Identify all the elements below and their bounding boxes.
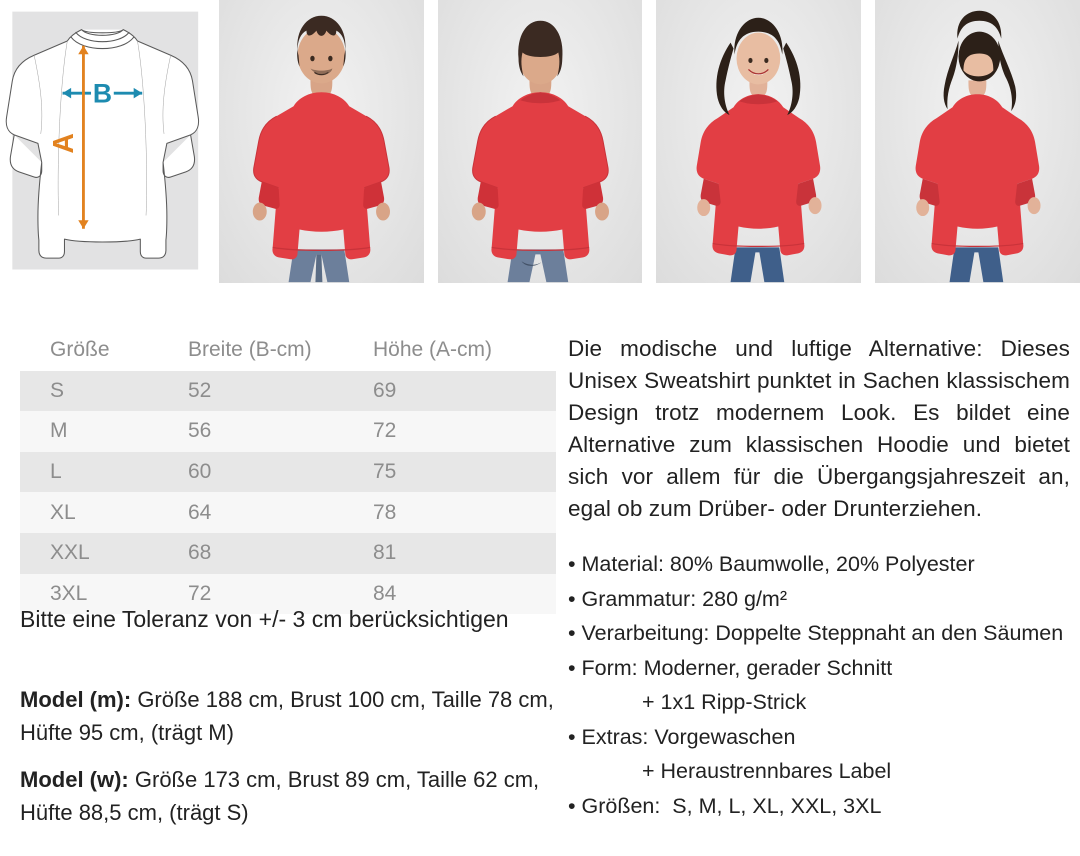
- svg-text:B: B: [93, 79, 112, 109]
- svg-text:A: A: [48, 133, 80, 154]
